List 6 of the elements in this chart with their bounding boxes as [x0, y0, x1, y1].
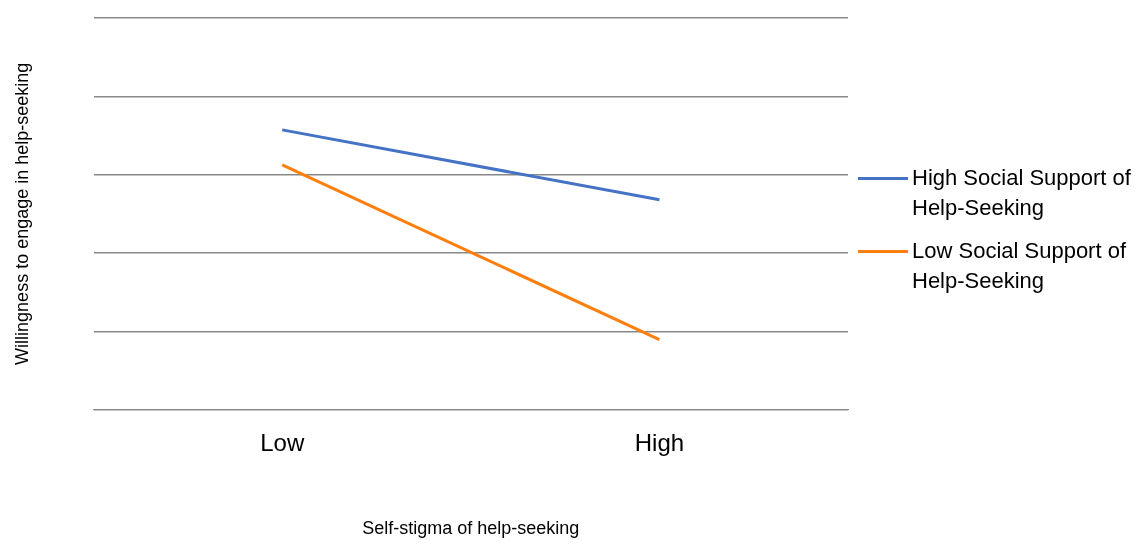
x-axis-title: Self-stigma of help-seeking	[362, 518, 580, 539]
x-tick-label: High	[634, 428, 685, 456]
x-tick-label: Low	[260, 428, 305, 456]
y-axis-title: Willingness to engage in help-seeking	[11, 62, 32, 365]
legend-label: High Social Support of Help-Seeking	[912, 164, 1132, 222]
legend-label: Low Social Support of Help-Seeking	[912, 237, 1128, 296]
